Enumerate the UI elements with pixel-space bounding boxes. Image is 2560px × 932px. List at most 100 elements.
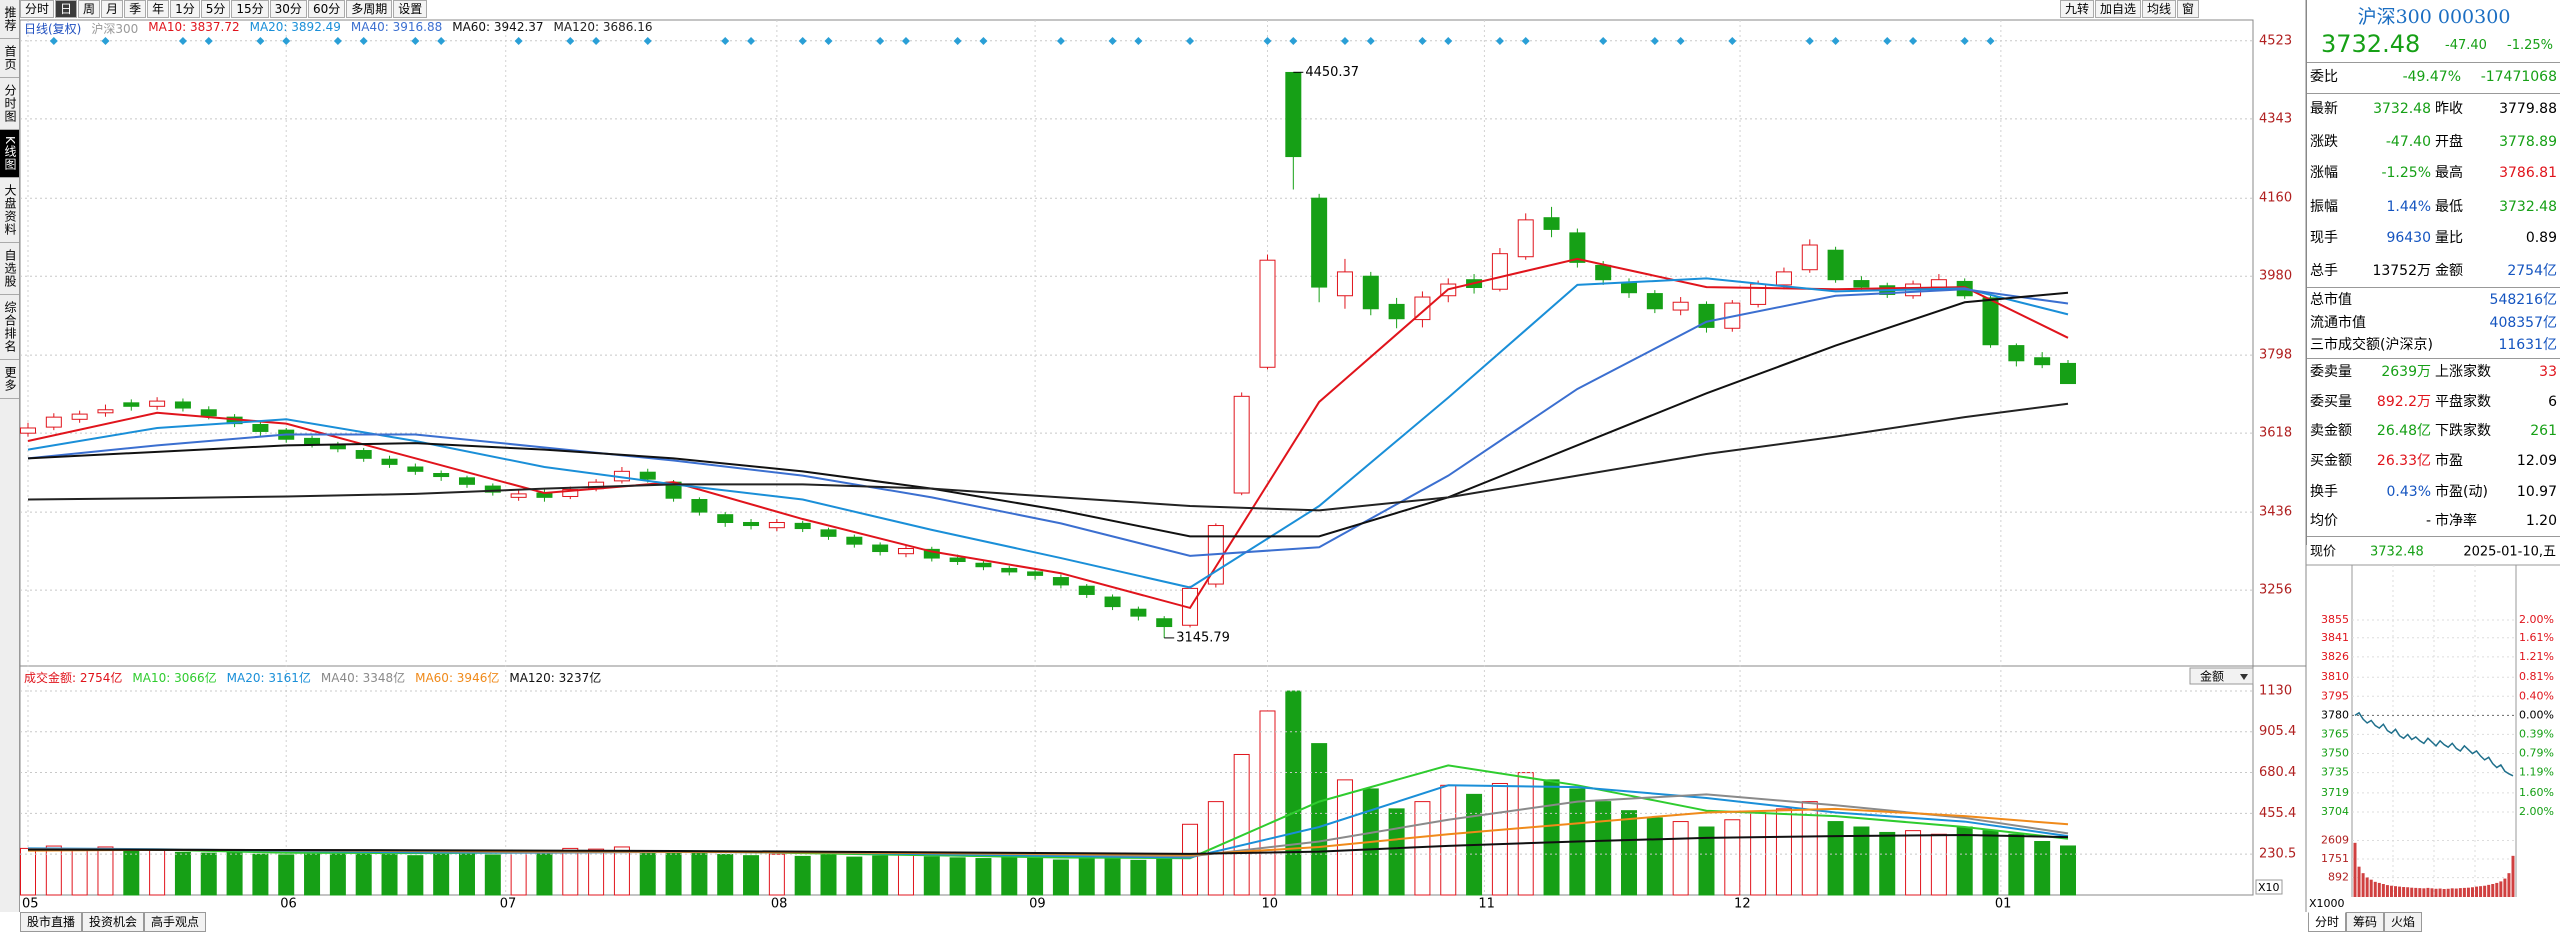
volume-bar (1595, 801, 1612, 896)
mini-volume-bar (2475, 886, 2479, 897)
candle-body (381, 458, 398, 465)
quote-row: 总手 13752万 金额 2754亿 (2307, 260, 2560, 282)
candle-body (975, 562, 992, 568)
quote-label: 平盘家数 (2435, 394, 2491, 410)
bottom-tab[interactable]: 高手观点 (144, 912, 207, 932)
sidebar-tab[interactable]: 自选股 (0, 243, 19, 295)
quote-label: 最低 (2435, 199, 2463, 215)
volume-bar (639, 850, 656, 896)
period-button[interactable]: 年 (147, 0, 170, 18)
signal-marker (1909, 37, 1918, 45)
sidebar-tab[interactable]: 分时图 (0, 78, 19, 130)
sidebar-tab[interactable]: 更多 (0, 360, 19, 399)
y-tick-label: 3618 (2259, 426, 2292, 441)
mini-y-label: 3810 (2321, 670, 2349, 683)
mini-tab[interactable]: 筹码 (2346, 912, 2385, 932)
period-button[interactable]: 周 (78, 0, 101, 18)
volume-bar (691, 852, 708, 896)
quote-value: 33 (2539, 364, 2557, 380)
volume-bar (1956, 826, 1973, 896)
volume-bar (97, 846, 114, 896)
candle-body (407, 466, 424, 472)
sidebar-tab[interactable]: 推荐 (0, 0, 19, 39)
tool-button[interactable]: 加自选 (2094, 0, 2141, 18)
legend-entry: MA20: 3161亿 (226, 671, 311, 685)
volume-bar (1543, 779, 1560, 896)
signal-marker (178, 37, 187, 45)
volume-bar (1827, 821, 1844, 896)
tool-button[interactable]: 九转 (2059, 0, 2094, 18)
period-button[interactable]: 设置 (393, 0, 428, 18)
period-button[interactable]: 5分 (200, 0, 231, 18)
volume-bar (923, 856, 940, 896)
mini-vol-label: 2609 (2321, 833, 2349, 846)
period-button[interactable]: 60分 (307, 0, 346, 18)
volume-bar (1853, 826, 1870, 896)
mini-label: 现价 (2310, 545, 2336, 560)
separator (2307, 62, 2560, 63)
mini-volume-bar (2503, 878, 2507, 897)
mini-volume-bar (2381, 884, 2385, 897)
period-button[interactable]: 分时 (20, 0, 55, 18)
sidebar-tab[interactable]: 大盘资料 (0, 178, 19, 243)
volume-bar (897, 853, 914, 896)
volume-bar (1078, 858, 1095, 896)
signal-marker (1599, 37, 1608, 45)
candle-body (1801, 244, 1818, 271)
signal-marker (282, 37, 291, 45)
mini-tab[interactable]: 火焰 (2384, 912, 2423, 932)
volume-bar (613, 846, 630, 896)
mini-y-label: 3795 (2321, 689, 2349, 702)
mini-tab[interactable]: 分时 (2308, 912, 2347, 932)
separator (2307, 93, 2560, 94)
sidebar-tab[interactable]: K线图 (0, 130, 19, 178)
tool-button[interactable]: 均线 (2141, 0, 2176, 18)
tool-button[interactable]: 窗 (2176, 0, 2199, 18)
quote-label: 总市值 (2310, 292, 2352, 308)
mini-volume-bar (2434, 888, 2438, 897)
volume-bar (1388, 808, 1405, 896)
candle-body (174, 401, 191, 409)
period-button[interactable]: 季 (124, 0, 147, 18)
volume-bar (1311, 743, 1328, 896)
volume-bar (304, 852, 321, 896)
volume-bar (2008, 833, 2025, 896)
period-button[interactable]: 多周期 (346, 0, 393, 18)
period-button[interactable]: 月 (101, 0, 124, 18)
bottom-tab[interactable]: 投资机会 (82, 912, 145, 932)
signal-marker (1495, 37, 1504, 45)
volume-bar (1259, 710, 1276, 896)
signal-marker (204, 37, 213, 45)
y-tick-label: 455.4 (2259, 806, 2296, 821)
candle-body (1982, 297, 1999, 346)
period-button[interactable]: 日 (55, 0, 78, 18)
period-button[interactable]: 1分 (170, 0, 200, 18)
quote-value: 3778.89 (2499, 134, 2557, 150)
quote-value: -49.47% (2402, 69, 2461, 85)
y-tick-label: 1130 (2259, 684, 2292, 699)
bottom-tab[interactable]: 股市直播 (20, 912, 83, 932)
candle-body (1052, 577, 1069, 586)
selector-box (2189, 667, 2254, 685)
volume-bar (536, 852, 553, 896)
legend-entry: MA20: 3892.49 (249, 20, 341, 34)
legend-entry: MA40: 3916.88 (350, 20, 443, 34)
sidebar-tab[interactable]: 综合排名 (0, 295, 19, 360)
candle-body (2060, 362, 2076, 385)
sidebar-tab[interactable]: 首页 (0, 39, 19, 78)
high-annotation: 4450.37 (1305, 65, 1359, 80)
mini-y-label: 3855 (2321, 613, 2349, 626)
signal-marker (1986, 37, 1995, 45)
candle-body (1001, 567, 1018, 573)
quote-value: 96430 (2386, 230, 2431, 246)
candle-body (1775, 271, 1792, 286)
period-button[interactable]: 15分 (231, 0, 269, 18)
period-button[interactable]: 30分 (269, 0, 307, 18)
quote-value: 3732.48 (2373, 101, 2431, 117)
quote-label: 涨幅 (2310, 165, 2338, 181)
volume-bar (71, 848, 88, 896)
quote-price: 3732.48 (2321, 30, 2421, 58)
quote-label: 委卖量 (2310, 364, 2352, 380)
volume-bar (743, 855, 760, 896)
mini-y2-label: 1.21% (2519, 650, 2554, 663)
